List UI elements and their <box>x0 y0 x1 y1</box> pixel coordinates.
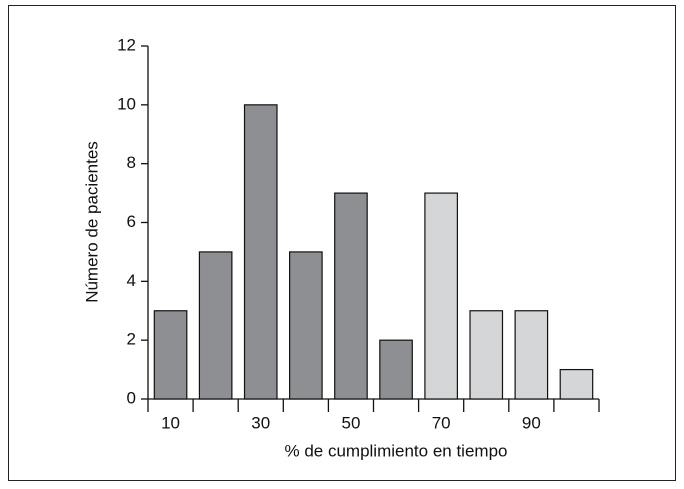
bar <box>334 192 368 400</box>
x-tick-label: 30 <box>251 413 270 432</box>
y-tick-label: 0 <box>127 388 136 407</box>
y-tick-label: 6 <box>127 212 136 231</box>
x-tick-label: 90 <box>522 413 541 432</box>
x-tick-label: 50 <box>341 413 360 432</box>
bar <box>243 104 278 400</box>
bar <box>559 368 594 400</box>
frame <box>8 5 676 481</box>
bar <box>289 251 323 400</box>
x-tick-label: 70 <box>432 413 451 432</box>
bar <box>469 310 504 400</box>
y-tick-label: 8 <box>127 153 136 172</box>
y-tick-label: 10 <box>117 94 136 113</box>
y-tick-label: 4 <box>127 271 136 290</box>
bar <box>153 310 188 400</box>
x-tick-label: 10 <box>161 413 180 432</box>
y-tick-label: 2 <box>127 330 136 349</box>
y-tick-label: 12 <box>117 35 136 54</box>
x-axis-title: % de cumplimiento en tiempo <box>284 441 507 460</box>
bar <box>198 251 233 400</box>
bar <box>514 310 549 400</box>
bar <box>379 339 413 400</box>
bar <box>424 192 458 400</box>
y-axis-title: Número de pacientes <box>82 141 101 303</box>
